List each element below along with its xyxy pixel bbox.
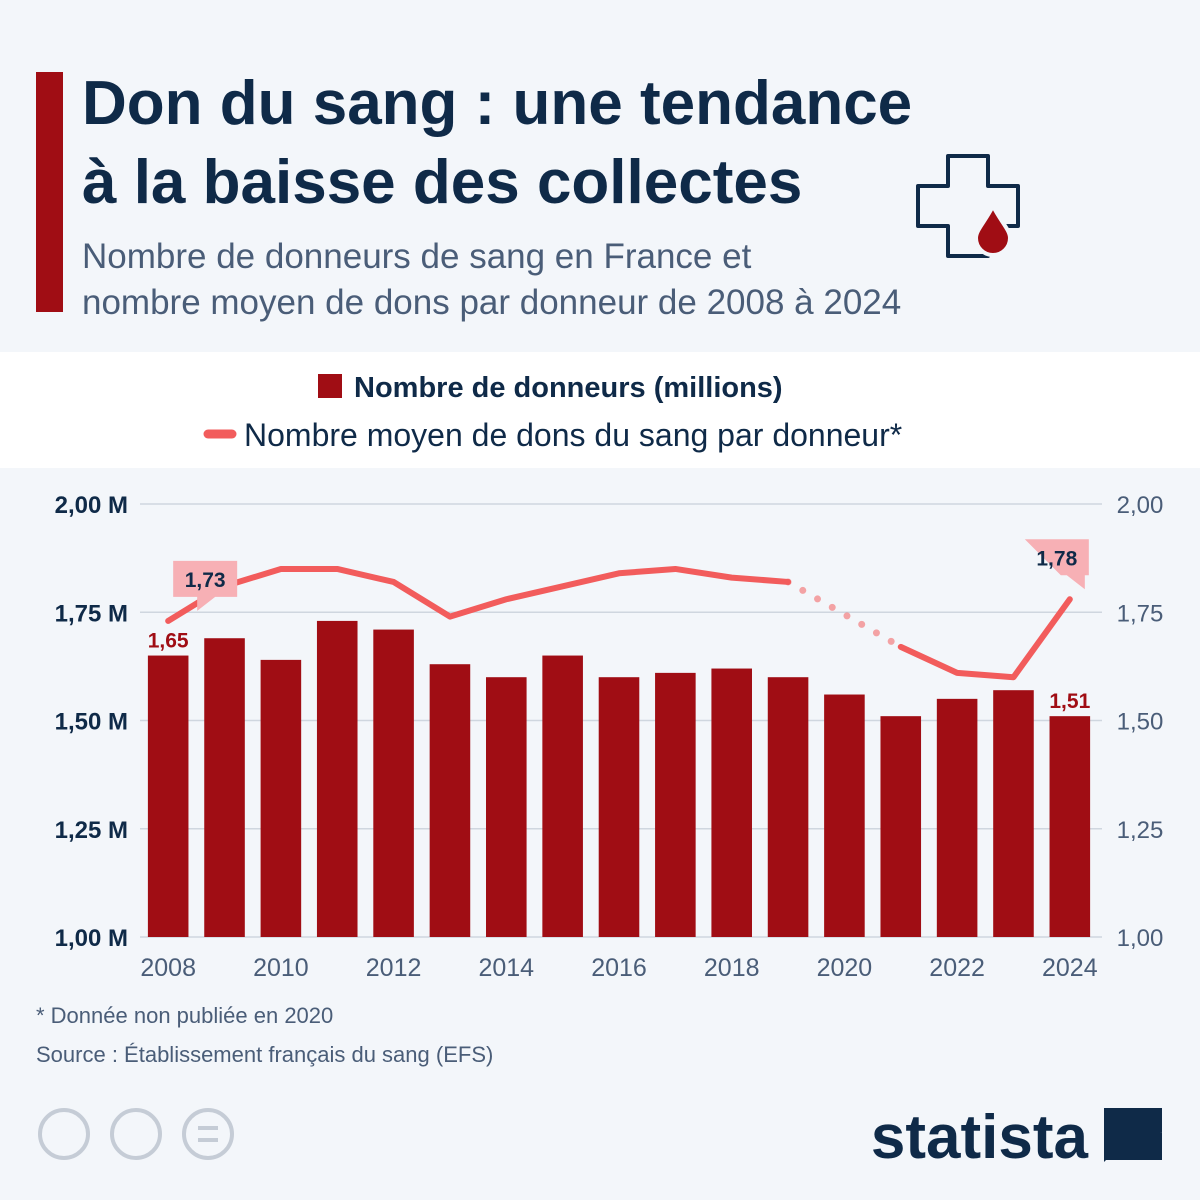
accent-bar	[36, 72, 63, 312]
bar	[147, 655, 189, 937]
chart: 1,00 M 1,25 M 1,50 M 1,75 M 2,00 M 1,00 1,25 1,…	[55, 492, 1164, 982]
bar	[936, 698, 978, 937]
y-tick-label: 1,25 M	[55, 817, 128, 844]
title: Don du sang : une tendance	[82, 69, 912, 138]
subtitle: Nombre de donneurs de sang en France et	[82, 237, 752, 276]
nd-icon	[182, 1108, 234, 1160]
x-tick-label: 2008	[140, 954, 196, 982]
y2-tick-label: 2,00	[1117, 492, 1164, 519]
legend-swatch	[318, 374, 342, 398]
footnote: * Donnée non publiée en 2020	[36, 1003, 333, 1028]
bar	[824, 694, 865, 937]
bar	[711, 668, 752, 937]
icon	[916, 154, 1020, 258]
bar	[598, 677, 640, 937]
source: Source : Établissement français du sang …	[36, 1042, 493, 1067]
y2-tick-label: 1,25	[1117, 817, 1164, 844]
y-tick-label: 2,00 M	[55, 492, 128, 519]
y-tick-label: 1,50 M	[55, 709, 128, 736]
bar	[316, 620, 358, 937]
y2-tick-label: 1,75	[1117, 600, 1164, 627]
value-label-box	[1024, 539, 1089, 590]
cc-icon	[38, 1108, 90, 1160]
line-value-label: 1,78	[1036, 547, 1077, 570]
brand-logo	[1104, 1108, 1162, 1162]
bar-value-label: 1,65	[148, 630, 189, 653]
y-tick-label: 1,00 M	[55, 925, 128, 952]
title: à la baisse des collectes	[82, 148, 802, 217]
x-tick-label: 2024	[1042, 954, 1098, 982]
bar	[993, 690, 1034, 937]
line-gap-connector	[784, 578, 905, 651]
x-tick-label: 2022	[929, 954, 985, 982]
bar	[373, 629, 414, 937]
x-tick-label: 2016	[591, 954, 647, 982]
value-label-box	[173, 560, 238, 611]
bar	[880, 716, 922, 937]
by-icon	[110, 1108, 162, 1160]
bar	[655, 672, 696, 937]
legend-label: Nombre moyen de dons du sang par donneur…	[244, 417, 902, 453]
x-tick-label: 2010	[253, 954, 309, 982]
license-icons	[38, 1108, 234, 1160]
y2-tick-label: 1,50	[1117, 709, 1164, 736]
legend-band	[0, 352, 1200, 468]
bar	[204, 638, 245, 937]
bar	[486, 677, 527, 937]
line	[165, 565, 1073, 681]
legend-label: Nombre de donneurs (millions)	[354, 372, 783, 404]
x-tick-label: 2018	[704, 954, 760, 982]
brand: statista	[871, 1103, 1089, 1172]
bar	[429, 664, 471, 937]
nd-icon-lines	[198, 1126, 218, 1142]
x-tick-label: 2020	[817, 954, 873, 982]
bar	[1049, 716, 1091, 937]
line-value-label: 1,73	[185, 569, 226, 592]
bar-value-label: 1,51	[1049, 690, 1090, 713]
x-tick-label: 2014	[478, 954, 534, 982]
x-tick-label: 2012	[366, 954, 422, 982]
subtitle: nombre moyen de dons par donneur de 2008…	[82, 283, 901, 322]
bar	[260, 659, 302, 937]
bar	[767, 677, 809, 937]
y-tick-label: 1,75 M	[55, 600, 128, 627]
drop-icon	[973, 201, 1013, 257]
bar	[542, 655, 583, 937]
y2-tick-label: 1,00	[1117, 925, 1164, 952]
